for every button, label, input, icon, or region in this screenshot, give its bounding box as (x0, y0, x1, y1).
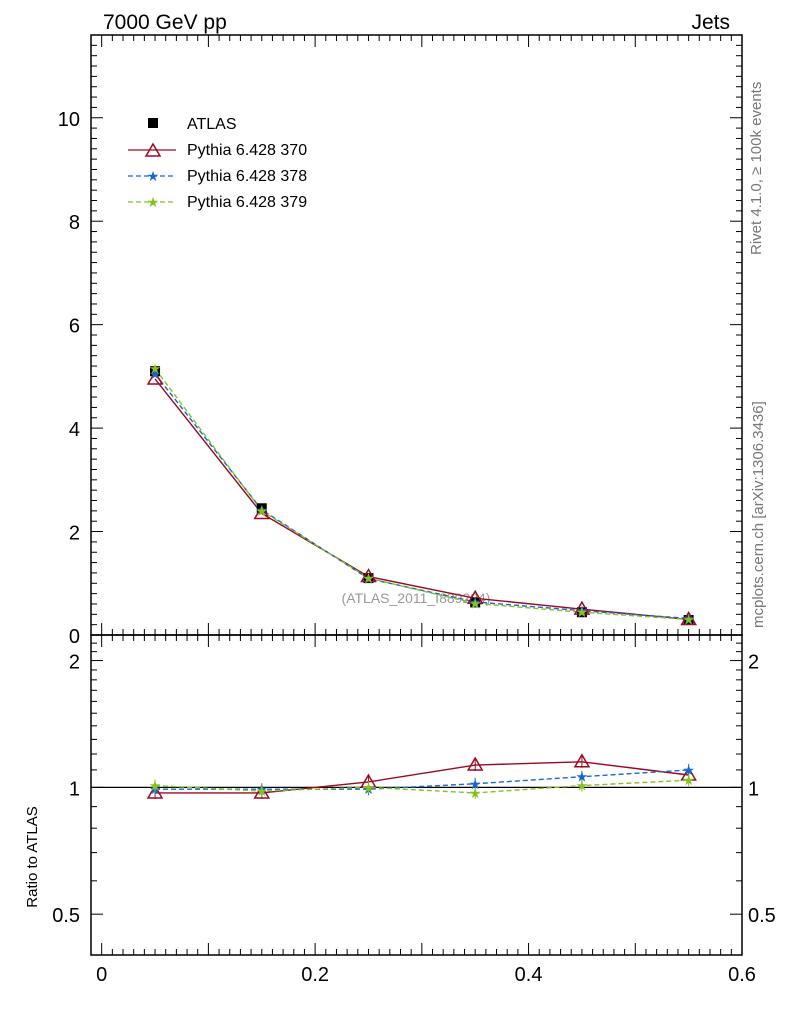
atlas-data-point (470, 597, 481, 608)
ratio-379-marker: ★ (362, 779, 375, 795)
main-370-marker (253, 504, 271, 520)
x-tick-label: 0.6 (728, 964, 756, 986)
main-370-marker (573, 600, 591, 615)
main-379-marker: ★ (149, 361, 162, 377)
legend-379-label: Pythia 6.428 379 (187, 194, 307, 211)
legend-378-marker: ★ (147, 168, 160, 184)
y-tick-label: 2 (69, 523, 80, 545)
y-tick-label: 4 (69, 419, 80, 441)
legend-378-label: Pythia 6.428 378 (187, 168, 307, 185)
ratio-series-line (154, 779, 689, 794)
ratio-y-tick-label-right: 1 (748, 778, 759, 800)
main-370-marker (146, 370, 164, 385)
ratio-378-marker: ★ (576, 769, 589, 785)
ratio-panel-frame (90, 634, 743, 956)
y-tick-label: 6 (69, 316, 80, 338)
ratio-y-tick-label: 0.5 (52, 905, 80, 927)
main-379-marker: ★ (576, 604, 589, 620)
main-378-marker: ★ (682, 610, 695, 626)
legend-370-marker (144, 142, 162, 157)
main-379-marker: ★ (255, 503, 268, 519)
atlas-data-point (576, 607, 587, 618)
main-378-marker: ★ (469, 594, 482, 610)
main-370-marker (680, 610, 697, 626)
y-tick-label: 8 (69, 212, 80, 234)
header-jets-label: Jets (691, 11, 730, 34)
main-379-marker: ★ (469, 595, 482, 611)
atlas-data-point (683, 615, 694, 625)
x-tick-label: 0.4 (515, 964, 543, 986)
data-layer: ★★★★★ ★★★★★★ ★★ ★ ★ ★ ★ ★★ ★ ★ ★ ★ ★ (146, 361, 697, 801)
atlas-data-point (363, 573, 374, 584)
ratio-379-marker: ★ (149, 778, 162, 794)
main-379-marker: ★ (362, 570, 375, 586)
header-energy-label: 7000 GeV pp (103, 11, 227, 34)
ratio-y-tick-label: 2 (69, 652, 80, 674)
ratio-370-marker (573, 753, 591, 768)
axes-layer: 0 0.2 0.4 0.6 0 2 4 6 8 10 0.5 0.5 1 1 2 2 (52, 35, 776, 986)
main-series-line (154, 368, 689, 621)
rivet-version-label: Rivet 4.1.0, ≥ 100k events (748, 82, 765, 255)
ratio-370-marker (253, 784, 271, 799)
atlas-data-point (256, 503, 267, 514)
legend-entry-pythia-370: Pythia 6.428 370 (128, 142, 307, 159)
main-379-marker: ★ (682, 611, 695, 627)
ratio-y-tick-label-right: 2 (748, 652, 759, 674)
ratio-379-marker: ★ (469, 785, 482, 801)
ratio-370-marker (466, 756, 484, 771)
main-378-marker: ★ (149, 366, 162, 382)
main-series-line (154, 378, 689, 621)
main-378-marker: ★ (576, 603, 589, 619)
ratio-379-marker: ★ (682, 772, 695, 788)
ratio-379-marker: ★ (255, 783, 268, 799)
ratio-370-marker (146, 784, 164, 799)
legend-370-label: Pythia 6.428 370 (187, 142, 307, 159)
legend-entry-pythia-378: ★ Pythia 6.428 378 (128, 168, 307, 185)
ratio-axis-label: Ratio to ATLAS (24, 806, 41, 907)
ratio-y-tick-label-right: 0.5 (748, 905, 776, 927)
main-370-marker (360, 568, 377, 583)
main-378-marker: ★ (362, 571, 375, 587)
ratio-series-line (155, 761, 689, 794)
legend: ATLAS Pythia 6.428 370 ★ Pythia 6.428 37… (128, 116, 307, 211)
main-series-line (154, 373, 689, 620)
x-tick-label: 0 (96, 964, 107, 986)
main-370-marker (466, 589, 484, 605)
ratio-series-line (155, 769, 689, 790)
legend-entry-atlas: ATLAS (148, 116, 237, 133)
main-378-marker: ★ (255, 502, 268, 518)
legend-atlas-marker (148, 118, 158, 128)
ratio-378-marker: ★ (682, 762, 695, 778)
ratio-379-marker: ★ (576, 778, 589, 794)
legend-atlas-label: ATLAS (187, 116, 237, 133)
legend-entry-pythia-379: ★ Pythia 6.428 379 (128, 194, 307, 211)
mcplots-label: mcplots.cern.ch [arXiv:1306.3436] (750, 401, 767, 628)
y-tick-label: 0 (69, 626, 80, 648)
ratio-y-tick-label: 1 (69, 778, 80, 800)
x-tick-label: 0.2 (301, 964, 329, 986)
ratio-378-marker: ★ (469, 776, 482, 792)
legend-379-marker: ★ (147, 194, 160, 210)
y-tick-label: 10 (58, 109, 80, 131)
